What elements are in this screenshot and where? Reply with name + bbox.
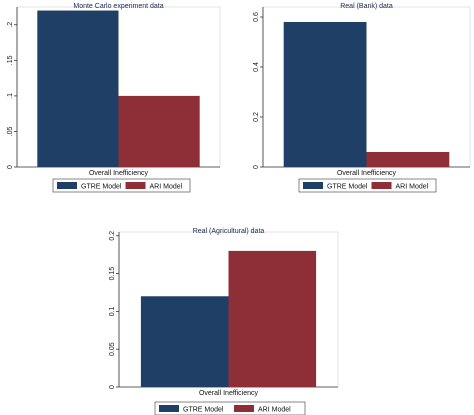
legend-entry-label: ARI Model xyxy=(258,407,291,414)
chart-title: Monte Carlo experiment data xyxy=(73,3,163,10)
legend: GTRE Model ARI Model xyxy=(298,178,437,193)
legend-entry-label: ARI Model xyxy=(150,184,183,191)
legend-entry-label: ARI Model xyxy=(396,184,429,191)
legend: GTRE Model ARI Model xyxy=(154,401,306,415)
chart-title: Real (Bank) data xyxy=(340,3,393,10)
y-tick-label: 0.4 xyxy=(253,62,260,72)
x-axis-label: Overall Inefficiency xyxy=(89,170,149,177)
y-tick-label: 0.15 xyxy=(109,267,116,281)
y-tick-label: 0 xyxy=(109,385,116,389)
bar-agricultural-gtre xyxy=(140,296,229,387)
bar-monte-carlo-gtre xyxy=(37,10,119,167)
legend-swatch xyxy=(303,182,323,189)
legend: GTRE Model ARI Model xyxy=(52,178,191,193)
y-tick-label: .15 xyxy=(7,55,14,65)
bar-bank-gtre xyxy=(283,22,367,167)
legend-box xyxy=(154,401,306,415)
legend-entry-label: GTRE Model xyxy=(183,407,224,414)
legend-swatch xyxy=(125,182,146,189)
legend-entry-label: GTRE Model xyxy=(81,184,122,191)
y-tick-label: 0.1 xyxy=(109,306,116,316)
chart-panel-agricultural: 0 0.05 0.1 0.15 0.2 Real (Agricultural) data O… xyxy=(109,228,339,415)
legend-box xyxy=(52,178,191,193)
legend-entry-label: GTRE Model xyxy=(327,184,368,191)
chart-panel-bank: 0 0.2 0.4 0.6 Real (Bank) data Overall Ineffi… xyxy=(253,3,471,193)
legend-box xyxy=(298,178,437,193)
bar-bank-ari xyxy=(366,152,450,167)
x-axis-label: Overall Inefficiency xyxy=(337,170,397,177)
y-tick-label: .2 xyxy=(7,22,14,28)
x-axis-label: Overall Inefficiency xyxy=(199,390,259,397)
y-tick-label: 0 xyxy=(7,165,14,169)
legend-swatch xyxy=(371,182,392,189)
y-tick-label: .05 xyxy=(7,126,14,136)
legend-swatch xyxy=(159,405,179,412)
legend-swatch xyxy=(57,182,77,189)
y-tick-label: 0 xyxy=(253,165,260,169)
y-tick-label: 0.05 xyxy=(109,342,116,356)
y-tick-label: .1 xyxy=(7,93,14,99)
y-tick-label: 0.2 xyxy=(253,112,260,122)
y-tick-label: 0.2 xyxy=(109,231,116,241)
legend-swatch xyxy=(234,405,254,412)
bar-agricultural-ari xyxy=(228,250,317,387)
bar-monte-carlo-ari xyxy=(118,95,200,167)
chart-title: Real (Agricultural) data xyxy=(193,228,265,235)
chart-panel-monte-carlo: 0 .05 .1 .15 .2 Monte Carlo experiment data Ov… xyxy=(7,3,221,193)
y-tick-label: 0.6 xyxy=(253,12,260,22)
